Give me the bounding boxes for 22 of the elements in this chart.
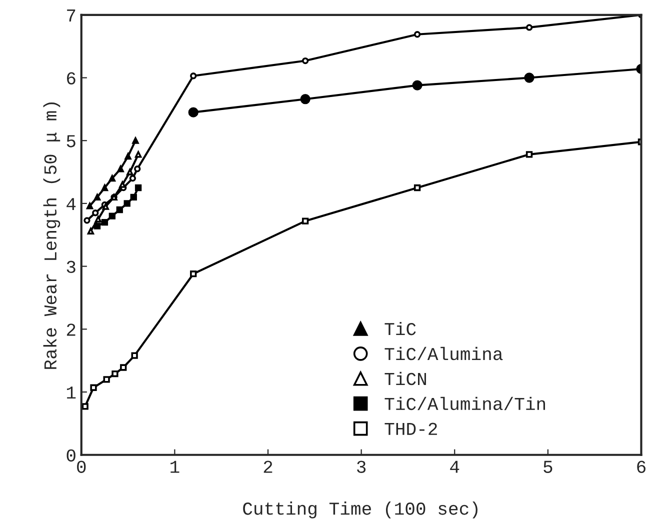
y-tick-label: 1: [66, 386, 76, 399]
y-axis-title: Rake Wear Length (50 μ m): [43, 102, 60, 369]
x-tick-label: 4: [450, 460, 460, 473]
legend-label: TiC/Alumina/Tin: [384, 396, 545, 410]
legend-label: TiCN: [384, 372, 426, 386]
x-tick-label: 0: [77, 460, 86, 473]
y-tick-label: 0: [66, 449, 76, 462]
legend-label: TiC/Alumina: [384, 346, 503, 360]
x-axis-title: Cutting Time (100 sec): [243, 502, 478, 518]
x-tick-label: 3: [357, 460, 366, 473]
x-tick-label: 1: [170, 460, 180, 473]
x-tick-label: 5: [544, 460, 552, 473]
y-tick-label: 4: [66, 198, 76, 210]
y-tick-label: 7: [67, 10, 76, 22]
legend-label: THD-2: [384, 422, 437, 435]
legend-label: TiC: [384, 322, 416, 336]
x-tick-label: 2: [264, 460, 272, 473]
y-tick-label: 6: [67, 72, 76, 84]
x-tick-label: 6: [637, 460, 646, 473]
y-tick-label: 3: [66, 260, 76, 274]
y-tick-label: 2: [66, 324, 76, 336]
y-tick-label: 5: [66, 135, 76, 148]
